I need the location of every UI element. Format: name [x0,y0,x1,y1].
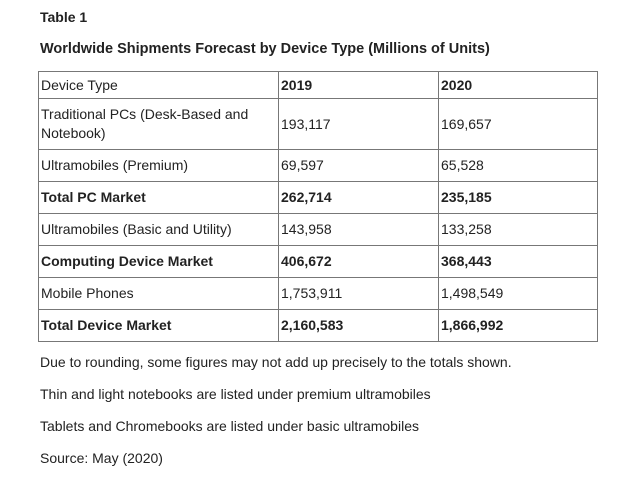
cell: Computing Device Market [38,245,279,278]
cell: Mobile Phones [38,277,279,310]
header-cell: 2020 [438,71,598,99]
note: Due to rounding, some figures may not ad… [40,354,512,370]
row: Ultramobiles (Premium) 69,597 65,528 [38,149,598,182]
total-row: Total PC Market 262,714 235,185 [38,181,598,214]
table: Device Type 2019 2020 Traditional PCs (D… [38,71,598,342]
cell: 2,160,583 [278,309,439,342]
header-cell: Device Type [38,71,279,99]
total-row: Total Device Market 2,160,583 1,866,992 [38,309,598,342]
cell: 1,498,549 [438,277,598,310]
cell: Total Device Market [38,309,279,342]
total-row: Computing Device Market 406,672 368,443 [38,245,598,278]
row: Traditional PCs (Desk-Based and Notebook… [38,98,598,150]
cell: 262,714 [278,181,439,214]
row: Ultramobiles (Basic and Utility) 143,958… [38,213,598,246]
note: Source: May (2020) [40,450,163,466]
cell: Traditional PCs (Desk-Based and Notebook… [38,98,279,150]
notes: Due to rounding, some figures may not ad… [40,352,512,480]
cell: 65,528 [438,149,598,182]
cell: 143,958 [278,213,439,246]
cell: Total PC Market [38,181,279,214]
note: Tablets and Chromebooks are listed under… [40,418,419,434]
cell: Ultramobiles (Premium) [38,149,279,182]
note: Thin and light notebooks are listed unde… [40,386,431,402]
cell: 1,753,911 [278,277,439,310]
row: Mobile Phones 1,753,911 1,498,549 [38,277,598,310]
cell: 69,597 [278,149,439,182]
cell: 368,443 [438,245,598,278]
cell: Ultramobiles (Basic and Utility) [38,213,279,246]
cell: 169,657 [438,98,598,150]
cell: 406,672 [278,245,439,278]
table-label: Table 1 [40,9,88,25]
table-title: Worldwide Shipments Forecast by Device T… [40,41,490,57]
cell: 1,866,992 [438,309,598,342]
header-cell: 2019 [278,71,439,99]
cell: 133,258 [438,213,598,246]
cell: 235,185 [438,181,598,214]
header-row: Device Type 2019 2020 [38,71,598,99]
cell: 193,117 [278,98,439,150]
